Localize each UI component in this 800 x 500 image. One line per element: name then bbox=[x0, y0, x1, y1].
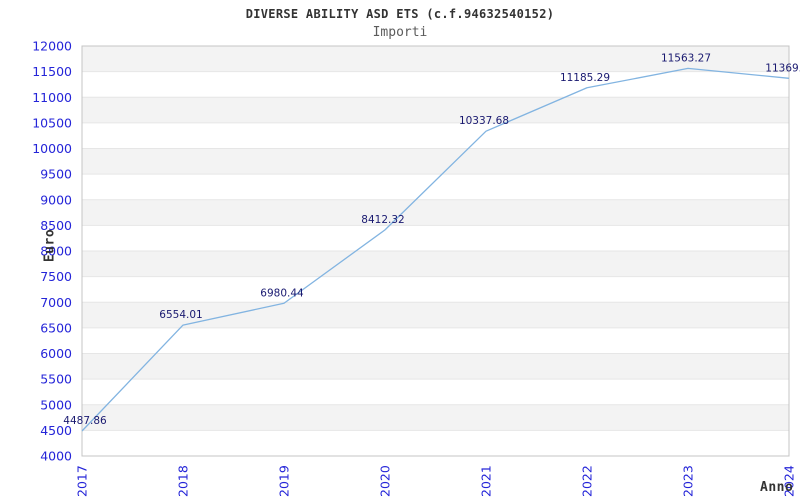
y-tick-label: 8500 bbox=[40, 218, 72, 233]
point-label: 8412.32 bbox=[361, 214, 404, 226]
y-tick-label: 11000 bbox=[32, 90, 72, 105]
x-tick-label: 2021 bbox=[479, 465, 494, 497]
point-label: 4487.86 bbox=[63, 415, 107, 427]
y-tick-label: 4500 bbox=[40, 423, 72, 438]
point-label: 6980.44 bbox=[260, 287, 304, 299]
point-label: 11369.7 bbox=[765, 62, 800, 74]
y-tick-label: 5500 bbox=[40, 372, 72, 387]
x-tick-label: 2018 bbox=[176, 465, 191, 497]
background-band bbox=[82, 148, 789, 175]
background-band bbox=[82, 404, 789, 431]
plot-border bbox=[81, 45, 790, 457]
x-tick-label: 2017 bbox=[75, 465, 90, 497]
y-tick-label: 10000 bbox=[32, 141, 72, 156]
background-band bbox=[82, 251, 789, 277]
y-tick-label: 8000 bbox=[40, 244, 72, 259]
chart-title: DIVERSE ABILITY ASD ETS (c.f.94632540152… bbox=[245, 7, 555, 21]
background-band bbox=[82, 46, 789, 72]
point-label: 11185.29 bbox=[560, 72, 610, 84]
x-tick-label: 2024 bbox=[782, 465, 797, 497]
x-tick-label: 2023 bbox=[681, 465, 696, 497]
background-band bbox=[82, 302, 789, 328]
y-tick-label: 4000 bbox=[40, 449, 72, 464]
x-tick-label: 2019 bbox=[277, 465, 292, 497]
importi-line-series bbox=[81, 67, 790, 432]
x-tick-label: 2020 bbox=[378, 465, 393, 497]
x-axis-title: Anno bbox=[760, 480, 794, 495]
y-tick-label: 6500 bbox=[40, 320, 72, 335]
y-tick-label: 9000 bbox=[40, 192, 72, 207]
background-band bbox=[82, 199, 789, 226]
y-tick-label: 12000 bbox=[32, 39, 72, 54]
background-band bbox=[82, 353, 789, 380]
y-tick-label: 7000 bbox=[40, 295, 72, 310]
chart-subtitle: Importi bbox=[372, 25, 428, 40]
y-tick-label: 9500 bbox=[40, 167, 72, 182]
y-tick-label: 10500 bbox=[32, 115, 72, 130]
y-axis-title: Euro bbox=[42, 228, 58, 263]
y-tick-label: 7500 bbox=[40, 269, 72, 284]
point-label: 11563.27 bbox=[661, 52, 711, 64]
x-tick-label: 2022 bbox=[580, 465, 595, 497]
y-tick-label: 11500 bbox=[32, 64, 72, 79]
y-tick-label: 5000 bbox=[40, 397, 72, 412]
y-tick-label: 6000 bbox=[40, 346, 72, 361]
point-label: 10337.68 bbox=[459, 115, 509, 127]
point-label: 6554.01 bbox=[159, 309, 202, 321]
background-band bbox=[82, 97, 789, 123]
